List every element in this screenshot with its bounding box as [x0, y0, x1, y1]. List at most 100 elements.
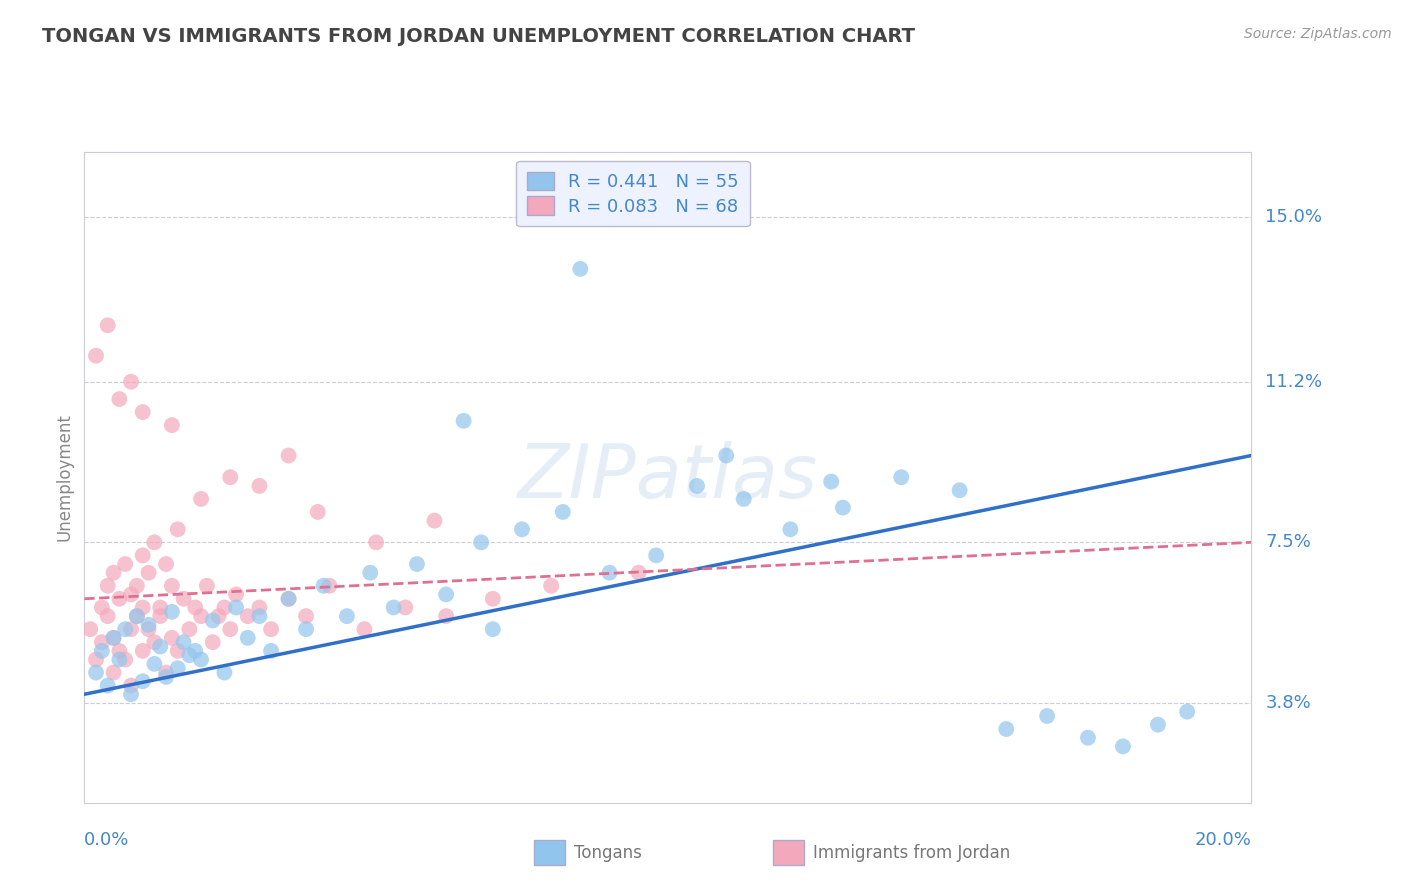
Point: [277, 449, 299, 463]
Point: [132, 549, 155, 563]
Point: [132, 644, 155, 658]
Point: [366, 535, 388, 549]
Point: [166, 661, 188, 675]
Point: [201, 635, 224, 649]
Point: [423, 514, 446, 528]
Point: [132, 674, 155, 689]
Point: [225, 600, 247, 615]
Point: [470, 535, 492, 549]
Point: [120, 622, 142, 636]
Point: [201, 614, 224, 628]
Point: [149, 640, 172, 654]
Point: [103, 566, 125, 580]
Point: [1036, 709, 1059, 723]
Point: [120, 679, 142, 693]
Point: [434, 587, 457, 601]
Point: [90, 644, 112, 658]
Point: [779, 522, 801, 536]
Text: ZIPatlas: ZIPatlas: [517, 442, 818, 513]
Y-axis label: Unemployment: Unemployment: [55, 413, 73, 541]
Point: [90, 600, 112, 615]
Point: [318, 579, 340, 593]
Point: [716, 449, 738, 463]
Point: [143, 657, 166, 671]
Point: [166, 644, 188, 658]
Point: [108, 591, 131, 606]
Point: [510, 522, 533, 536]
Legend: R = 0.441   N = 55, R = 0.083   N = 68: R = 0.441 N = 55, R = 0.083 N = 68: [516, 161, 749, 227]
Point: [249, 600, 271, 615]
Point: [149, 600, 172, 615]
Point: [97, 679, 120, 693]
Point: [214, 600, 236, 615]
Point: [125, 579, 148, 593]
Text: Tongans: Tongans: [574, 844, 641, 862]
Point: [336, 609, 359, 624]
Point: [406, 557, 429, 571]
Point: [184, 600, 207, 615]
Point: [249, 609, 271, 624]
Point: [359, 566, 381, 580]
Point: [277, 591, 299, 606]
Text: 3.8%: 3.8%: [1265, 694, 1310, 712]
Point: [149, 609, 172, 624]
Point: [143, 535, 166, 549]
Point: [434, 609, 457, 624]
Point: [627, 566, 650, 580]
Point: [1147, 717, 1170, 731]
Point: [277, 591, 299, 606]
Point: [143, 635, 166, 649]
Point: [1112, 739, 1135, 754]
Point: [890, 470, 912, 484]
Point: [155, 557, 177, 571]
Point: [108, 392, 131, 406]
Point: [138, 622, 160, 636]
Text: 20.0%: 20.0%: [1195, 830, 1251, 848]
Point: [160, 605, 183, 619]
Point: [103, 665, 125, 680]
Point: [160, 579, 183, 593]
Point: [114, 652, 136, 666]
Point: [569, 261, 592, 276]
Point: [97, 609, 120, 624]
Point: [114, 557, 136, 571]
Point: [79, 622, 101, 636]
Point: [295, 622, 318, 636]
Point: [184, 644, 207, 658]
Point: [97, 318, 120, 333]
Point: [179, 622, 201, 636]
Point: [214, 665, 236, 680]
Point: [132, 405, 155, 419]
Point: [120, 587, 142, 601]
Point: [353, 622, 375, 636]
Point: [645, 549, 668, 563]
Point: [453, 414, 475, 428]
Point: [249, 479, 271, 493]
Point: [195, 579, 218, 593]
Point: [551, 505, 574, 519]
Point: [190, 491, 212, 506]
Point: [949, 483, 972, 498]
Point: [260, 622, 283, 636]
Point: [236, 609, 259, 624]
Point: [160, 631, 183, 645]
Point: [120, 375, 142, 389]
Point: [84, 349, 107, 363]
Point: [166, 522, 188, 536]
Point: [219, 622, 242, 636]
Text: Source: ZipAtlas.com: Source: ZipAtlas.com: [1244, 27, 1392, 41]
Point: [173, 591, 195, 606]
Point: [686, 479, 709, 493]
Point: [125, 609, 148, 624]
Text: 11.2%: 11.2%: [1265, 373, 1323, 391]
Point: [207, 609, 229, 624]
Point: [84, 652, 107, 666]
Point: [1077, 731, 1099, 745]
Point: [155, 670, 177, 684]
Point: [97, 579, 120, 593]
Text: 7.5%: 7.5%: [1265, 533, 1312, 551]
Text: 15.0%: 15.0%: [1265, 208, 1322, 226]
Point: [995, 722, 1018, 736]
Point: [832, 500, 855, 515]
Point: [90, 635, 112, 649]
